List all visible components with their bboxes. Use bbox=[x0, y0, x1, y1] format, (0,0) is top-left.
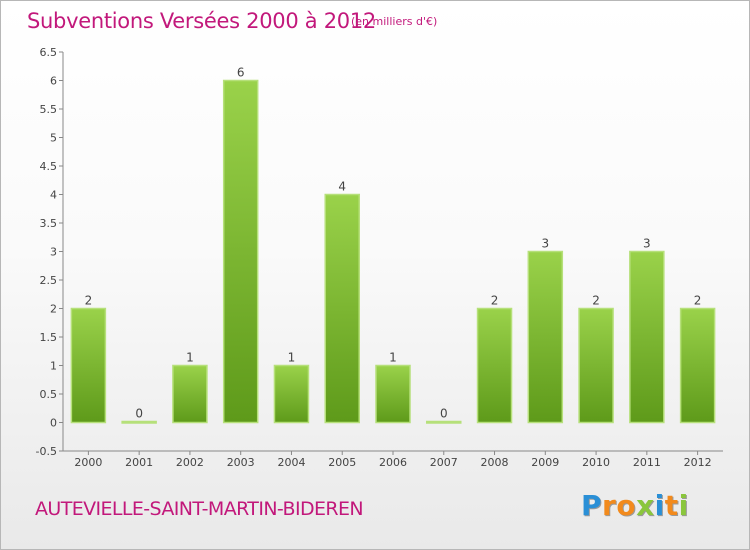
x-tick-label: 2001 bbox=[125, 456, 153, 469]
x-tick-label: 2011 bbox=[633, 456, 661, 469]
bar-2004[interactable] bbox=[273, 364, 310, 424]
logo-letter: t bbox=[664, 489, 679, 522]
y-tick-label: 6.5 bbox=[40, 46, 58, 59]
data-label-2008: 2 bbox=[491, 294, 499, 308]
y-tick-label: 4 bbox=[50, 189, 57, 202]
data-label-2006: 1 bbox=[389, 351, 397, 365]
bar-2002[interactable] bbox=[172, 364, 208, 424]
y-axis: -0.5 0 0.5 1 1.5 2 2.5 3 3.5 4 4.5 5 5.5 6 6.5 bbox=[36, 46, 64, 458]
logo-letter: r bbox=[602, 489, 617, 522]
y-tick-label: -0.5 bbox=[36, 445, 57, 458]
logo-letter: i bbox=[654, 489, 665, 522]
x-tick-label: 2012 bbox=[684, 456, 712, 469]
bar-2006[interactable] bbox=[375, 364, 411, 424]
y-tick-label: 0.5 bbox=[40, 388, 58, 401]
y-tick-label: 2 bbox=[50, 303, 57, 316]
data-label-2004: 1 bbox=[288, 351, 296, 365]
x-tick-label: 2009 bbox=[531, 456, 559, 469]
data-label-2005: 4 bbox=[338, 180, 346, 194]
bar-2007[interactable] bbox=[426, 420, 462, 424]
data-label-2012: 2 bbox=[694, 294, 702, 308]
data-label-2011: 3 bbox=[643, 237, 651, 251]
bar-2011[interactable] bbox=[629, 250, 665, 424]
y-tick-label: 4.5 bbox=[40, 160, 58, 173]
bar-2008[interactable] bbox=[476, 307, 513, 424]
x-tick-label: 2010 bbox=[582, 456, 610, 469]
data-label-2000: 2 bbox=[85, 294, 93, 308]
x-tick-label: 2004 bbox=[277, 456, 305, 469]
bar-2005[interactable] bbox=[324, 193, 360, 424]
data-label-2003: 6 bbox=[237, 66, 245, 80]
x-tick-label: 2007 bbox=[430, 456, 458, 469]
y-tick-label: 1.5 bbox=[40, 331, 58, 344]
data-label-2010: 2 bbox=[592, 294, 600, 308]
bar-2009[interactable] bbox=[527, 250, 564, 424]
bars bbox=[70, 79, 716, 424]
data-label-2009: 3 bbox=[541, 237, 549, 251]
data-labels: 2 0 1 6 1 4 1 0 2 3 2 3 2 bbox=[85, 66, 702, 421]
bar-2012[interactable] bbox=[679, 307, 716, 424]
y-tick-label: 2.5 bbox=[40, 274, 58, 287]
logo-letter: i bbox=[678, 489, 689, 522]
bar-2000[interactable] bbox=[70, 307, 107, 424]
x-tick-label: 2000 bbox=[74, 456, 102, 469]
data-label-2007: 0 bbox=[440, 407, 448, 421]
logo-letter: P bbox=[581, 489, 603, 522]
y-tick-label: 5.5 bbox=[40, 103, 58, 116]
bar-2010[interactable] bbox=[578, 307, 614, 424]
y-tick-label: 1 bbox=[50, 360, 57, 373]
logo-letter: o bbox=[616, 489, 637, 522]
x-tick-label: 2006 bbox=[379, 456, 407, 469]
x-tick-label: 2005 bbox=[328, 456, 356, 469]
bar-2003[interactable] bbox=[222, 79, 259, 424]
y-tick-label: 0 bbox=[50, 417, 57, 430]
x-axis: 2000 2001 2002 2003 2004 2005 2006 2007 2008 2009… bbox=[63, 450, 723, 469]
chart-unit: (en milliers d'€) bbox=[351, 15, 438, 28]
bar-2001[interactable] bbox=[121, 420, 157, 424]
y-tick-label: 3 bbox=[50, 246, 57, 259]
data-label-2001: 0 bbox=[135, 407, 143, 421]
y-tick-label: 5 bbox=[50, 132, 57, 145]
proxiti-logo[interactable]: Proxiti bbox=[581, 489, 689, 522]
commune-name: AUTEVIELLE-SAINT-MARTIN-BIDEREN bbox=[35, 498, 364, 520]
x-tick-label: 2008 bbox=[481, 456, 509, 469]
y-tick-label: 6 bbox=[50, 75, 57, 88]
logo-letter: x bbox=[636, 489, 655, 522]
chart-title: Subventions Versées 2000 à 2012 bbox=[27, 9, 376, 33]
x-tick-label: 2002 bbox=[176, 456, 204, 469]
y-tick-label: 3.5 bbox=[40, 217, 58, 230]
x-tick-label: 2003 bbox=[227, 456, 255, 469]
data-label-2002: 1 bbox=[186, 351, 194, 365]
